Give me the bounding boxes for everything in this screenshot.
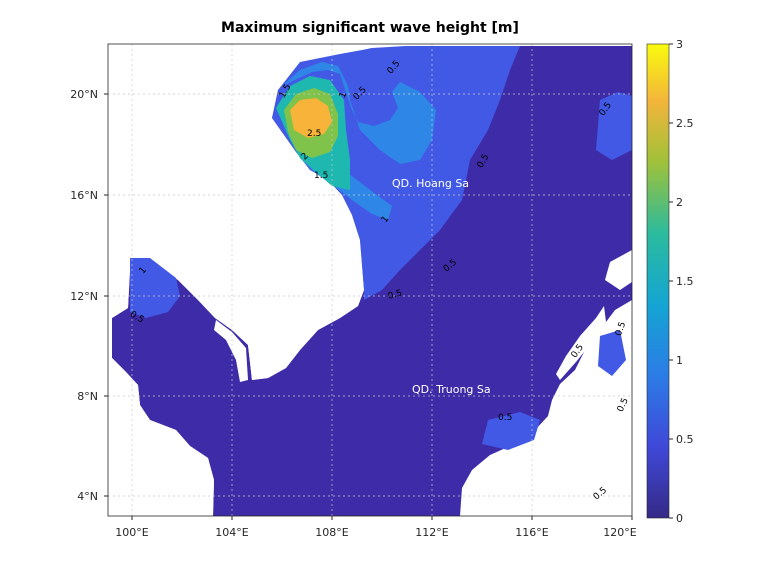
- x-tick-label: 100°E: [115, 526, 148, 539]
- land-gulf-coast: [214, 320, 248, 382]
- x-tick-label: 112°E: [415, 526, 448, 539]
- contour-label: 2.5: [307, 129, 321, 139]
- land-palawan: [556, 306, 606, 380]
- colorbar-tick: 3: [676, 38, 683, 51]
- colorbar-tick: 2: [676, 196, 683, 209]
- y-axis: 20°N 16°N 12°N 8°N 4°N: [70, 88, 108, 503]
- y-tick-label: 16°N: [70, 189, 98, 202]
- y-tick-label: 8°N: [77, 390, 98, 403]
- contour-label: 0.5: [614, 321, 628, 338]
- x-tick-label: 116°E: [515, 526, 548, 539]
- colorbar-gradient: [646, 43, 670, 519]
- x-tick-label: 120°E: [603, 526, 636, 539]
- contour-label: 1.5: [314, 171, 328, 181]
- y-tick-label: 20°N: [70, 88, 98, 101]
- map-title: Maximum significant wave height [m]: [221, 20, 519, 36]
- colorbar-tick: 1.5: [676, 275, 694, 288]
- y-tick-label: 12°N: [70, 290, 98, 303]
- map-frame: [107, 43, 633, 517]
- x-axis: 100°E 104°E 108°E 112°E 116°E 120°E: [115, 516, 637, 539]
- land-palawan-strait: [605, 250, 632, 290]
- wave-level-0.5-1-gulf: [130, 258, 180, 318]
- wave-level-0.5-1-ne: [596, 92, 632, 160]
- colorbar-tick: 2.5: [676, 117, 694, 130]
- place-label-hoang-sa: QD. Hoang Sa: [392, 177, 469, 190]
- contour-label: 1: [380, 214, 391, 224]
- contour-label: 0.5: [498, 413, 512, 423]
- grid: [108, 44, 632, 516]
- x-tick-label: 104°E: [215, 526, 248, 539]
- contour-label: 1: [138, 265, 149, 276]
- land-borneo: [460, 300, 632, 516]
- land-malay-peninsula: [108, 358, 214, 516]
- colorbar-tick: 1: [676, 354, 683, 367]
- x-tick-label: 108°E: [315, 526, 348, 539]
- contour-label: 1: [338, 91, 349, 100]
- wave-level-0.5-1-palawan: [598, 330, 626, 376]
- wave-level-0.5-1-se: [482, 412, 540, 450]
- colorbar-tick: 0: [676, 512, 683, 525]
- wave-level-2.5-3: [290, 98, 332, 138]
- colorbar: 3 2.5 2 1.5 1 0.5 0: [646, 38, 694, 525]
- contour-label: 0.5: [387, 288, 403, 301]
- place-label-truong-sa: QD. Truong Sa: [412, 383, 491, 396]
- wave-level-1-1.5: [282, 62, 436, 164]
- colorbar-tick: 0.5: [676, 433, 694, 446]
- y-tick-label: 4°N: [77, 490, 98, 503]
- contour-label: 2: [300, 151, 311, 162]
